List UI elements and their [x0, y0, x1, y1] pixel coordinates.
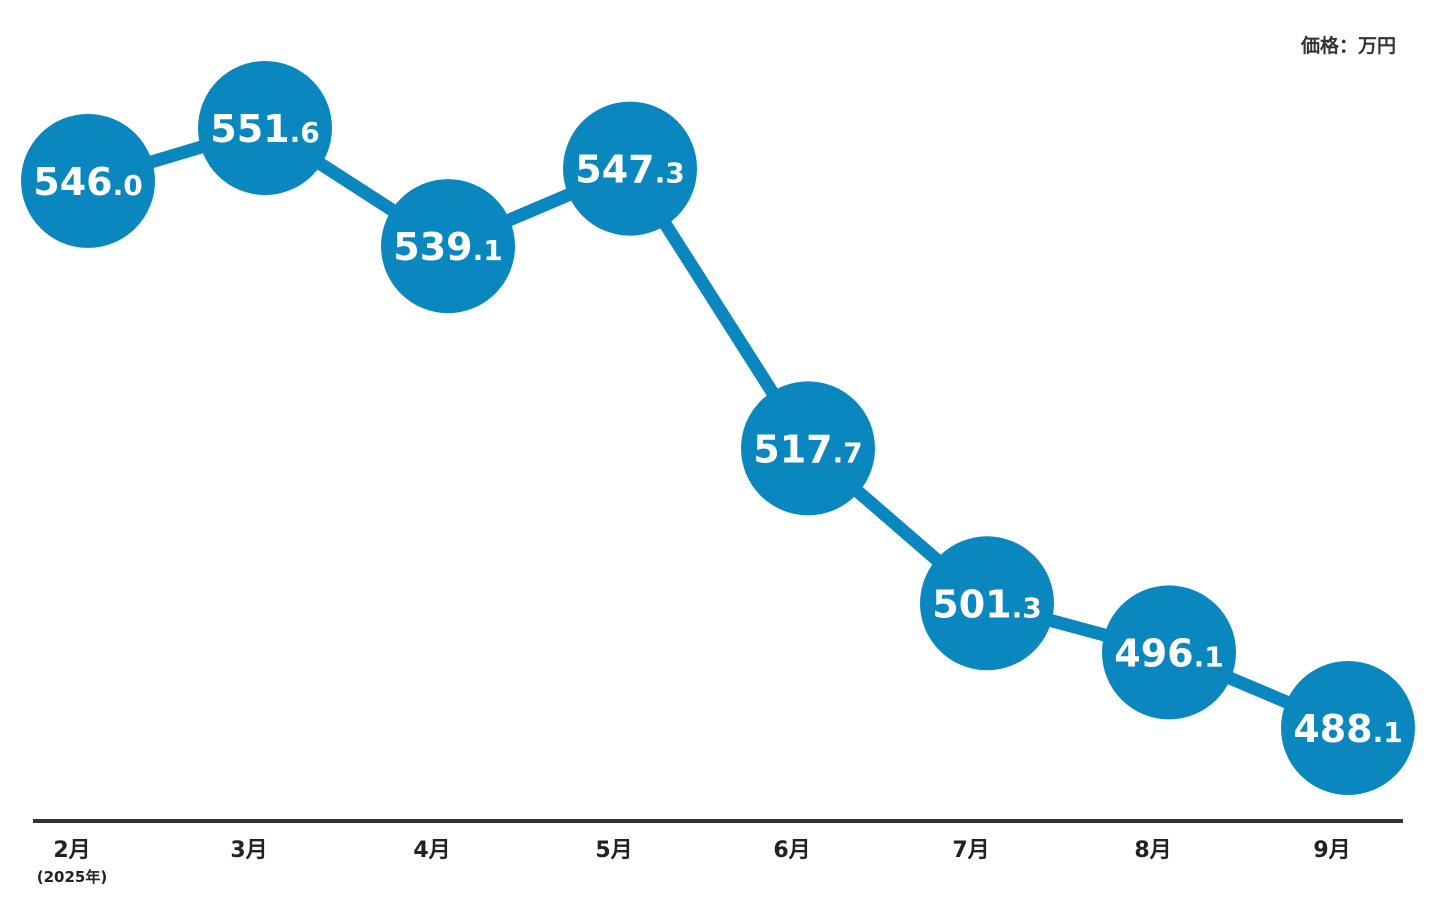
x-tick-labels: 2月 (2025年) 3月 4月 5月 6月 7月 8月 9月	[37, 838, 1351, 886]
data-label-decimal: .1	[1373, 716, 1403, 749]
data-label-integer: 547	[575, 148, 654, 192]
x-tick-label: 2月	[53, 838, 90, 863]
data-label-integer: 539	[393, 225, 472, 269]
x-tick-label: 7月	[952, 838, 989, 863]
data-label-integer: 546	[33, 160, 112, 204]
data-label: 501.3	[932, 582, 1041, 626]
data-label: 496.1	[1114, 631, 1223, 675]
data-label: 546.0	[33, 160, 142, 204]
data-label-integer: 501	[932, 582, 1011, 626]
data-label-integer: 551	[210, 107, 289, 151]
data-label-decimal: .3	[1012, 591, 1042, 624]
x-tick-label: 8月	[1134, 838, 1171, 863]
data-label: 539.1	[393, 225, 502, 269]
data-label-decimal: .3	[655, 157, 685, 190]
data-label-decimal: .6	[290, 116, 320, 149]
data-point-marker	[198, 61, 332, 195]
data-point-marker	[1281, 661, 1415, 795]
data-point: 539.1	[381, 179, 515, 314]
data-point: 547.3	[563, 101, 697, 236]
data-label-integer: 488	[1293, 707, 1372, 751]
x-tick-sublabel: (2025年)	[37, 868, 107, 886]
data-point: 551.6	[198, 61, 332, 195]
x-tick-label: 3月	[230, 838, 267, 863]
data-label: 547.3	[575, 148, 684, 192]
x-tick-label: 5月	[595, 838, 632, 863]
data-label: 517.7	[753, 427, 862, 471]
data-point: 488.1	[1281, 661, 1415, 795]
data-point-marker	[1102, 585, 1236, 720]
data-point-marker	[21, 113, 155, 248]
data-point-marker	[741, 381, 875, 516]
data-label: 551.6	[210, 107, 319, 151]
data-point-marker	[920, 536, 1054, 671]
data-point: 517.7	[741, 381, 875, 516]
data-point: 546.0	[21, 113, 155, 248]
x-tick-label: 6月	[773, 838, 810, 863]
data-point-marker	[563, 101, 697, 236]
data-label-decimal: .1	[1194, 640, 1224, 673]
data-point: 496.1	[1102, 585, 1236, 720]
data-point: 501.3	[920, 536, 1054, 671]
x-tick-label: 9月	[1313, 838, 1350, 863]
data-label-decimal: .1	[473, 234, 503, 267]
data-point-marker	[381, 179, 515, 314]
data-label-integer: 496	[1114, 631, 1193, 675]
data-label: 488.1	[1293, 707, 1402, 751]
unit-label: 価格：万円	[1300, 34, 1396, 57]
data-label-decimal: .0	[113, 169, 143, 202]
data-label-decimal: .7	[833, 436, 863, 469]
data-label-integer: 517	[753, 427, 832, 471]
x-tick-label: 4月	[413, 838, 450, 863]
